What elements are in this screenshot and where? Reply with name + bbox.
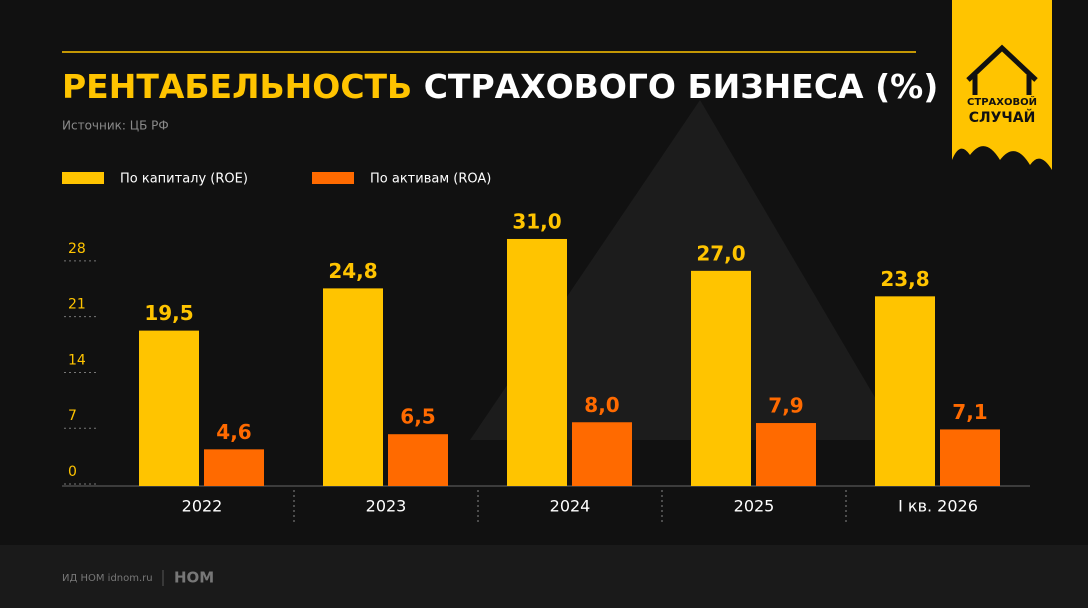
- value-label: 24,8: [328, 259, 377, 283]
- value-label: 23,8: [880, 267, 929, 291]
- subtitle: Источник: ЦБ РФ: [62, 119, 169, 133]
- x-tick-label: 2025: [734, 497, 775, 516]
- y-tick-label: 14: [68, 352, 86, 368]
- bar: [204, 449, 264, 486]
- x-tick-label: 2024: [550, 497, 591, 516]
- legend-label: По капиталу (ROE): [120, 172, 248, 187]
- bar: [756, 423, 816, 486]
- logo-badge: [952, 0, 1052, 170]
- footer-source: ИД НОМ idnom.ru: [62, 573, 153, 584]
- bar: [691, 270, 751, 486]
- x-tick-label: 2023: [366, 497, 407, 516]
- title-part: РЕНТАБЕЛЬНОСТЬ: [62, 67, 412, 106]
- bar: [388, 434, 448, 486]
- value-label: 7,9: [768, 394, 803, 418]
- x-tick-label: I кв. 2026: [898, 497, 978, 516]
- value-label: 7,1: [952, 400, 987, 424]
- bg-shape: [470, 100, 900, 440]
- footer-band: [0, 545, 1088, 608]
- value-label: 8,0: [584, 393, 619, 417]
- bar: [323, 288, 383, 486]
- value-label: 31,0: [512, 209, 561, 233]
- bar: [875, 296, 935, 486]
- logo-text: СЛУЧАЙ: [969, 109, 1036, 126]
- title-part: СТРАХОВОГО БИЗНЕСА (%): [424, 67, 939, 106]
- bar: [507, 238, 567, 486]
- footer-brand: НОМ: [174, 569, 214, 587]
- chart-title: РЕНТАБЕЛЬНОСТЬ СТРАХОВОГО БИЗНЕСА (%): [62, 67, 938, 106]
- logo-text: СТРАХОВОЙ: [967, 95, 1037, 108]
- bar: [940, 429, 1000, 486]
- y-tick-label: 28: [68, 241, 86, 257]
- value-label: 19,5: [144, 301, 193, 325]
- bar: [139, 330, 199, 486]
- logo-house: [966, 44, 1038, 95]
- bar: [572, 422, 632, 486]
- y-tick-label: 21: [68, 297, 86, 313]
- y-tick-label: 7: [68, 408, 77, 424]
- value-label: 6,5: [400, 405, 435, 429]
- legend-swatch: [312, 172, 354, 184]
- value-label: 4,6: [216, 420, 251, 444]
- legend-label: По активам (ROA): [370, 172, 491, 187]
- x-tick-label: 2022: [182, 497, 223, 516]
- value-label: 27,0: [696, 241, 745, 265]
- y-tick-label: 0: [68, 464, 77, 480]
- legend-swatch: [62, 172, 104, 184]
